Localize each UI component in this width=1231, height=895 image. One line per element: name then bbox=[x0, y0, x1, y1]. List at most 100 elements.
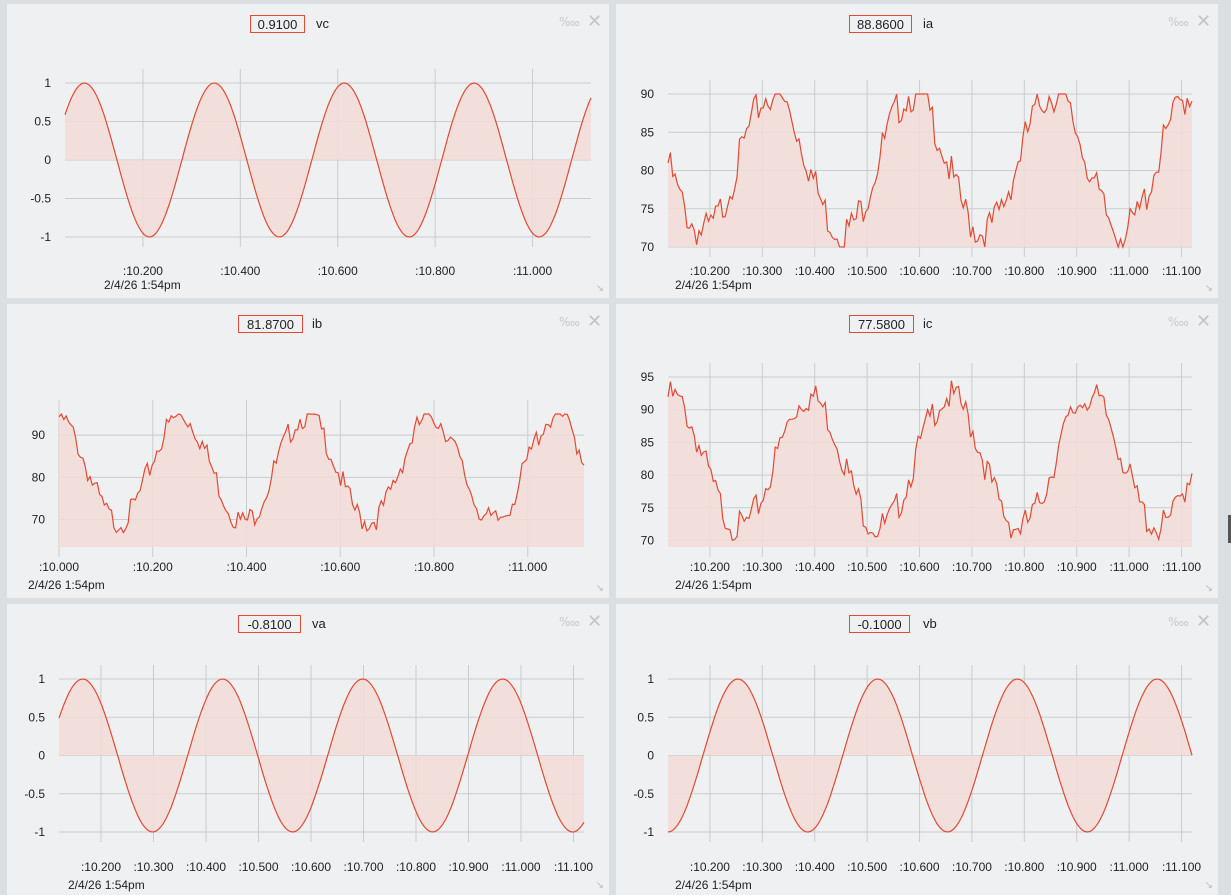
x-tick-label: :10.900 bbox=[1057, 860, 1097, 874]
x-tick-label: :10.600 bbox=[899, 264, 939, 278]
close-icon[interactable]: ✕ bbox=[1196, 11, 1212, 32]
y-tick-label: 0 bbox=[38, 749, 45, 763]
y-tick-label: -1 bbox=[643, 825, 654, 839]
close-icon[interactable]: ✕ bbox=[587, 611, 603, 632]
chart-panel-vb: 1 0.5 0 -0.5 -1:10.200:10.300:10.400:10.500:… bbox=[616, 604, 1218, 895]
resize-icon[interactable]: ↘ bbox=[1204, 583, 1213, 594]
waveform-chart: 95 90 85 80 75 70:10.200:10.300:10.400:10.500… bbox=[641, 363, 1201, 574]
x-tick-label: :11.000 bbox=[501, 860, 540, 874]
chart-panel-ia: 90 85 80 75 70:10.200:10.300:10.400:10.500:1… bbox=[616, 4, 1218, 298]
waveform-chart: 1 0.5 0 -0.5 -1:10.200:10.400:10.600:10.800:… bbox=[30, 69, 592, 278]
waveform-chart: 1 0.5 0 -0.5 -1:10.200:10.300:10.400:10.500:… bbox=[633, 665, 1201, 874]
permil-icon[interactable]: ‱ bbox=[559, 15, 580, 29]
resize-icon[interactable]: ↘ bbox=[1204, 283, 1213, 294]
timestamp-label: 2/4/26 1:54pm bbox=[675, 878, 752, 892]
y-tick-label: 0 bbox=[647, 749, 654, 763]
x-tick-label: :10.500 bbox=[847, 560, 887, 574]
x-tick-label: :10.700 bbox=[952, 560, 992, 574]
waveform-chart: 90 80 70:10.000:10.200:10.400:10.600:10.80… bbox=[32, 400, 585, 574]
current-value-box: -0.8100 bbox=[238, 615, 301, 633]
waveform-chart: 1 0.5 0 -0.5 -1:10.200:10.300:10.400:10.500:… bbox=[24, 665, 593, 874]
series-line bbox=[58, 412, 585, 534]
resize-icon[interactable]: ↘ bbox=[595, 880, 604, 891]
x-tick-label: :11.100 bbox=[1162, 560, 1201, 574]
y-tick-label: 0.5 bbox=[34, 115, 51, 129]
close-icon[interactable]: ✕ bbox=[587, 11, 603, 32]
x-tick-label: :10.200 bbox=[690, 264, 730, 278]
x-tick-label: :11.000 bbox=[1110, 860, 1149, 874]
y-tick-label: 80 bbox=[32, 470, 46, 484]
x-tick-label: :11.100 bbox=[1162, 860, 1201, 874]
y-tick-label: 90 bbox=[32, 428, 46, 442]
current-value-box: 81.8700 bbox=[238, 315, 303, 333]
permil-icon[interactable]: ‱ bbox=[1168, 15, 1189, 29]
series-line bbox=[667, 380, 1193, 542]
permil-icon[interactable]: ‱ bbox=[559, 315, 580, 329]
x-tick-label: :10.700 bbox=[952, 860, 992, 874]
permil-icon[interactable]: ‱ bbox=[1168, 615, 1189, 629]
y-tick-label: 1 bbox=[44, 76, 51, 90]
x-tick-label: :10.200 bbox=[133, 560, 173, 574]
x-tick-label: :11.000 bbox=[513, 264, 552, 278]
current-value-box: 77.5800 bbox=[849, 315, 914, 333]
y-tick-label: 70 bbox=[641, 240, 655, 254]
x-tick-label: :10.600 bbox=[320, 560, 360, 574]
close-icon[interactable]: ✕ bbox=[587, 311, 603, 332]
series-area bbox=[668, 94, 1192, 247]
x-tick-label: :10.200 bbox=[123, 264, 163, 278]
timestamp-label: 2/4/26 1:54pm bbox=[104, 278, 181, 292]
x-tick-label: :10.300 bbox=[742, 264, 782, 278]
y-tick-label: 1 bbox=[38, 672, 45, 686]
x-tick-label: :10.800 bbox=[1004, 560, 1044, 574]
permil-icon[interactable]: ‱ bbox=[1168, 315, 1189, 329]
x-tick-label: :10.900 bbox=[1057, 264, 1097, 278]
x-tick-label: :10.900 bbox=[448, 860, 488, 874]
x-tick-label: :10.200 bbox=[690, 560, 730, 574]
permil-icon[interactable]: ‱ bbox=[559, 615, 580, 629]
resize-icon[interactable]: ↘ bbox=[595, 583, 604, 594]
close-icon[interactable]: ✕ bbox=[1196, 311, 1212, 332]
x-tick-label: :10.600 bbox=[291, 860, 331, 874]
waveform-chart: 90 85 80 75 70:10.200:10.300:10.400:10.500:1… bbox=[641, 80, 1201, 278]
y-tick-label: 80 bbox=[641, 164, 655, 178]
series-area bbox=[65, 83, 591, 237]
y-tick-label: 95 bbox=[641, 370, 655, 384]
y-tick-label: 0.5 bbox=[637, 710, 654, 724]
x-tick-label: :10.300 bbox=[742, 560, 782, 574]
y-tick-label: 0.5 bbox=[28, 710, 45, 724]
current-value-box: -0.1000 bbox=[849, 615, 910, 633]
x-tick-label: :10.800 bbox=[1004, 264, 1044, 278]
y-tick-label: -1 bbox=[34, 825, 45, 839]
current-value-box: 0.9100 bbox=[250, 15, 305, 33]
series-line bbox=[667, 678, 1193, 833]
y-tick-label: 75 bbox=[641, 202, 655, 216]
scrollbar-thumb[interactable] bbox=[1228, 515, 1231, 543]
channel-label: va bbox=[312, 616, 326, 631]
y-tick-label: 90 bbox=[641, 403, 655, 417]
close-icon[interactable]: ✕ bbox=[1196, 611, 1212, 632]
timestamp-label: 2/4/26 1:54pm bbox=[675, 578, 752, 592]
resize-icon[interactable]: ↘ bbox=[1204, 880, 1213, 891]
resize-icon[interactable]: ↘ bbox=[595, 283, 604, 294]
y-tick-label: 80 bbox=[641, 468, 655, 482]
y-tick-label: -1 bbox=[40, 230, 51, 244]
y-tick-label: 70 bbox=[641, 533, 655, 547]
channel-label: ib bbox=[312, 316, 323, 331]
x-tick-label: :10.500 bbox=[847, 860, 887, 874]
series-line bbox=[667, 92, 1193, 250]
x-tick-label: :10.800 bbox=[414, 560, 454, 574]
x-tick-label: :10.600 bbox=[899, 560, 939, 574]
x-tick-label: :10.900 bbox=[1057, 560, 1097, 574]
channel-label: vb bbox=[923, 616, 937, 631]
series-area bbox=[668, 380, 1192, 547]
chart-panel-vc: 1 0.5 0 -0.5 -1:10.200:10.400:10.600:10.800:… bbox=[7, 4, 609, 298]
x-tick-label: :10.600 bbox=[899, 860, 939, 874]
y-tick-label: 90 bbox=[641, 87, 655, 101]
current-value-box: 88.8600 bbox=[849, 15, 912, 33]
x-tick-label: :11.100 bbox=[554, 860, 593, 874]
y-tick-label: -0.5 bbox=[24, 787, 45, 801]
x-tick-label: :11.000 bbox=[1110, 560, 1149, 574]
x-tick-label: :11.000 bbox=[1110, 264, 1149, 278]
chart-panel-va: 1 0.5 0 -0.5 -1:10.200:10.300:10.400:10.500:… bbox=[7, 604, 609, 895]
timestamp-label: 2/4/26 1:54pm bbox=[675, 278, 752, 292]
